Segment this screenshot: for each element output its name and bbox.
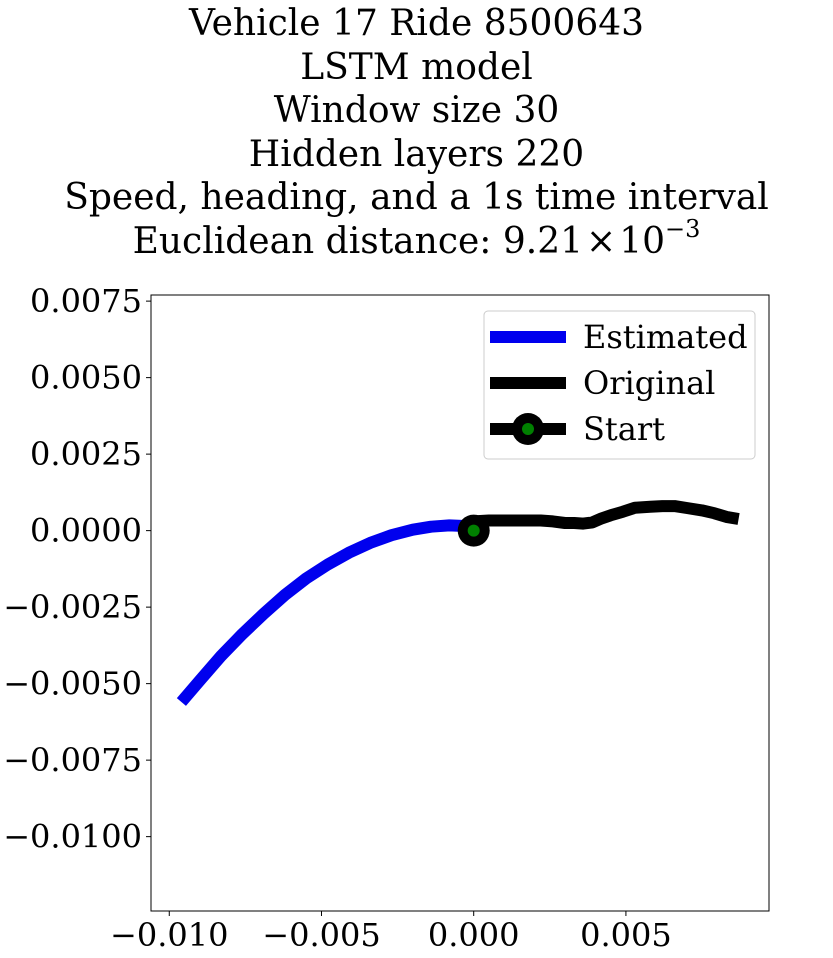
distance-exponent: −3 [665,214,701,243]
x-tick-label: −0.005 [262,916,380,954]
x-tick-label: 0.000 [428,916,520,954]
y-tick-label: 0.0050 [30,359,142,397]
y-tick-label: 0.0000 [30,512,142,550]
x-tick-label: −0.010 [110,916,228,954]
title-line-vehicle: Vehicle 17 Ride 8500643 [188,3,645,44]
title-line-distance: Euclidean distance: 9.21×10−3 [0,217,833,264]
legend: Estimated Original Start [483,310,756,460]
axes-frame [150,294,770,912]
series-line-estimated [176,519,475,706]
chart-title: Vehicle 17 Ride 8500643 LSTM model Windo… [0,2,833,263]
distance-times: × [586,220,617,262]
y-tick-label: −0.0025 [3,588,142,626]
y-axis-ticks: 0.0075 0.0050 0.0025 0.0000 −0.0025 −0.0050 −0… [3,282,151,856]
title-line-hidden: Hidden layers 220 [248,133,585,175]
legend-start-marker-inner [522,423,534,435]
legend-label-estimated: Estimated [583,318,748,356]
title-line-features: Speed, heading, and a 1s time interval [64,177,769,218]
distance-label: Euclidean distance: 9.21 [132,220,584,262]
marker-layer [457,514,490,547]
legend-frame [483,310,756,460]
y-tick-label: −0.0075 [3,741,142,779]
legend-label-start: Start [583,410,665,448]
start-marker-inner [467,524,480,537]
series-layer [176,500,740,706]
y-tick-label: 0.0025 [30,435,142,473]
legend-label-original: Original [583,364,715,402]
y-tick-label: −0.0050 [3,665,142,703]
title-line-model: LSTM model [300,46,533,88]
distance-base: 10 [619,220,666,262]
x-axis-ticks: −0.010 −0.005 0.000 0.005 [110,911,672,954]
series-line-original [473,500,740,530]
x-tick-label: 0.005 [580,916,672,954]
y-tick-label: −0.0100 [3,818,142,856]
y-tick-label: 0.0075 [30,282,142,320]
title-line-window: Window size 30 [273,90,560,131]
